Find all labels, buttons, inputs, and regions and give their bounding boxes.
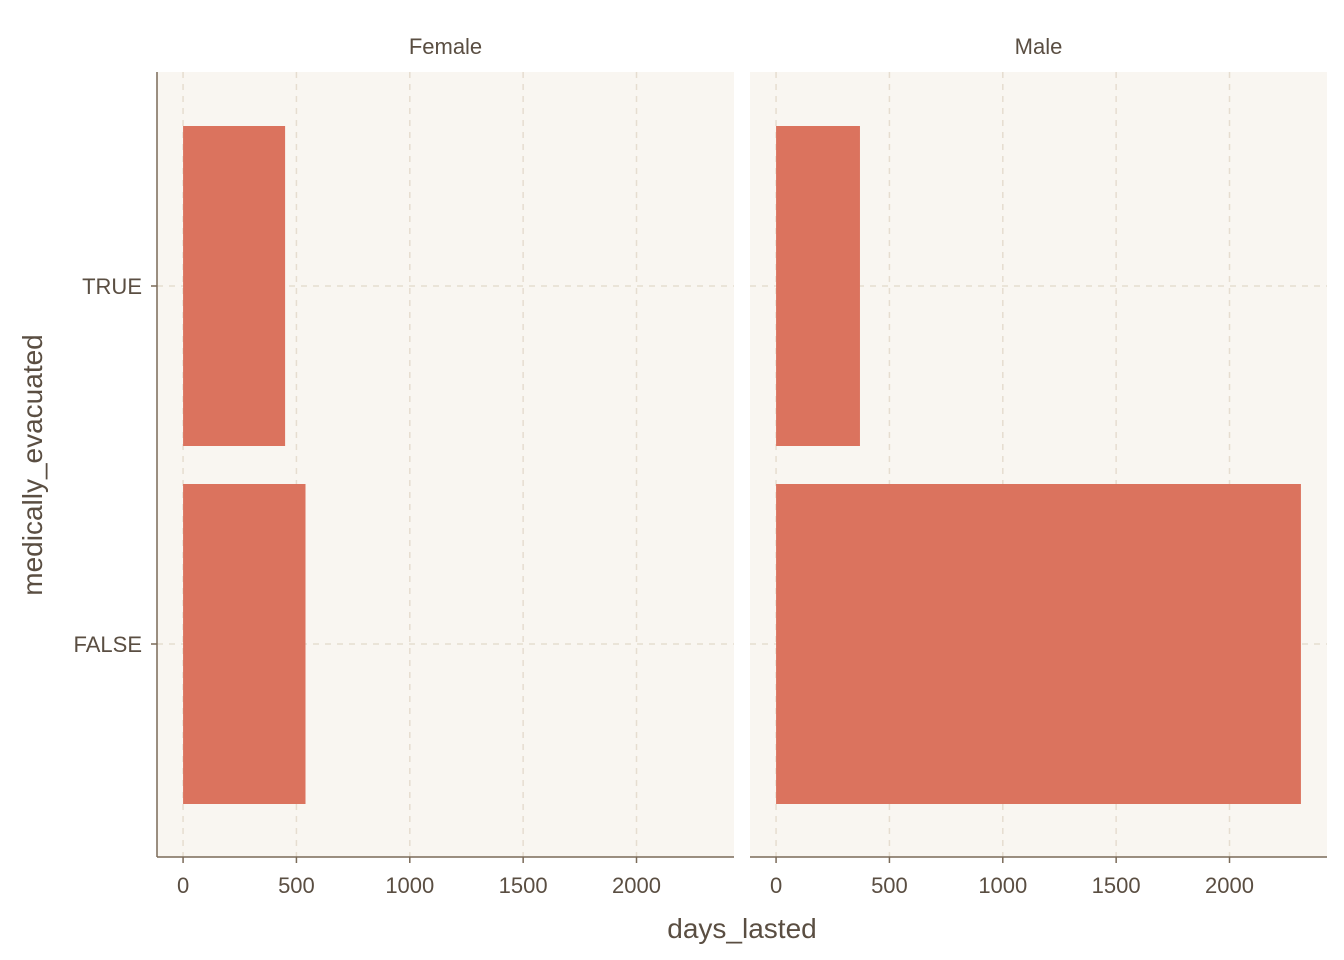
x-tick-label-male-1500: 1500	[1092, 873, 1141, 898]
bar-male-true	[776, 126, 860, 446]
x-tick-label-male-1000: 1000	[978, 873, 1027, 898]
y-axis-title: medically_evacuated	[17, 334, 48, 596]
x-axis-title: days_lasted	[667, 913, 816, 944]
bar-female-true	[183, 126, 286, 446]
facet-panel-female: Female 0 500 1000 1500 2000	[157, 34, 734, 898]
x-tick-label-male-0: 0	[770, 873, 782, 898]
facet-title-female: Female	[409, 34, 482, 59]
bar-female-false	[183, 484, 306, 804]
bar-male-false	[776, 484, 1301, 804]
y-tick-label-true: TRUE	[82, 274, 142, 299]
x-tick-label-female-0: 0	[177, 873, 189, 898]
x-tick-label-female-2000: 2000	[612, 873, 661, 898]
x-tick-label-female-500: 500	[278, 873, 315, 898]
facet-title-male: Male	[1015, 34, 1063, 59]
x-tick-label-male-2000: 2000	[1205, 873, 1254, 898]
facet-panel-male: Male 0 500 1000 1500 2000	[750, 34, 1327, 898]
x-tick-label-female-1500: 1500	[499, 873, 548, 898]
y-tick-label-false: FALSE	[74, 632, 142, 657]
x-tick-label-female-1000: 1000	[385, 873, 434, 898]
x-tick-label-male-500: 500	[871, 873, 908, 898]
